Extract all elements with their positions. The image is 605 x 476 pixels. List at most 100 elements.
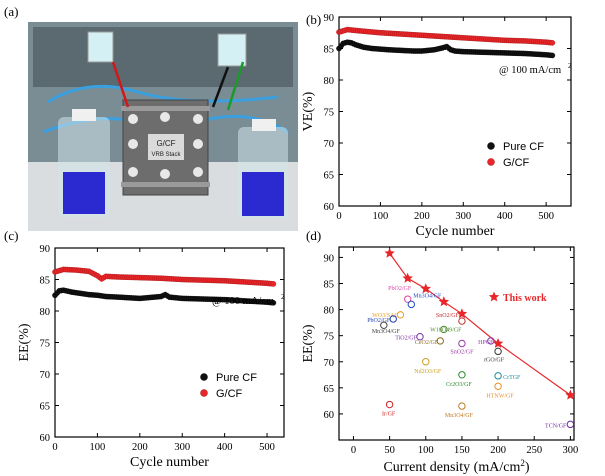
panel-label-a: (a) [4,4,18,19]
chart-b-x-tick-label: 100 [373,211,389,222]
chart-c-x-tick-label: 100 [90,442,106,453]
chart-c-legend-marker-pure-cf [200,373,208,381]
literature-point [458,317,466,325]
panel-label-b: (b) [306,12,321,27]
literature-point-label: SnO2/GF [436,313,460,319]
chart-d-y-tick-label: 85 [324,280,335,291]
chart-c-x-tick-label: 200 [132,442,148,453]
literature-point-label: Mn3O4/GF [413,293,442,299]
chart-d-plot-frame [338,246,575,441]
chart-d-x-tick-label: 100 [418,445,434,456]
chart-b-plot-frame [338,16,572,207]
literature-point-label: WO3/SAC [372,313,398,319]
chart-b-x-tick-label: 500 [538,211,554,222]
chart-d-y-tick-label: 75 [324,332,335,343]
chart-c-x-axis-label: Cycle number [130,455,209,470]
literature-point [385,400,394,409]
chart-b-x-tick-label: 200 [414,211,430,222]
this-work-legend-star [488,291,500,302]
chart-b-point-gcf [549,40,556,46]
this-work-star [402,272,413,283]
chart-b-annotation: @ 100 mA/cm [499,65,561,76]
chart-b-y-tick-label: 80 [324,76,335,87]
literature-point [494,382,502,390]
chart-d-y-axis-label: EE(%) [301,324,316,362]
photo-label-gcf: G/CF [156,139,175,148]
literature-point [487,337,495,345]
chart-ve: 0 100 200 300 400 500 60 65 70 75 80 85 90 Cycle numb… [301,13,572,239]
this-work-star [492,338,504,348]
literature-point [458,402,466,410]
chart-ee-current: 0 50 100 150 200 250 300 60 65 70 75 80 85 90 Current … [301,246,579,475]
literature-point-label: PbO2/GF [367,318,391,324]
chart-b-y-tick-label: 75 [324,108,335,119]
chart-d-y-tick-label: 65 [324,384,335,395]
this-work-legend-label: This work [503,293,547,304]
chart-b-legend-marker-gcf [487,158,495,166]
literature-point [440,325,448,334]
chart-b-y-tick-label: 90 [324,13,335,24]
chart-d-x-tick-label: 200 [490,445,506,456]
chart-d-x-tick-label: 0 [351,445,356,456]
literature-point-label: CeO2/GF [415,340,439,346]
panel-label-d: (d) [306,228,321,243]
chart-b-y-tick-label: 70 [324,139,335,150]
literature-point-label: SnO2/GF [450,350,474,356]
vrb-stack-photo: G/CF VRB Stack [28,22,298,231]
literature-point-label: HPGF [478,340,494,346]
chart-b-legend-label-gcf: G/CF [503,157,530,169]
chart-b-x-tick-label: 0 [336,211,341,222]
chart-b-legend-label-pure-cf: Pure CF [503,141,544,153]
literature-point-label: TCN/GF [545,423,567,429]
literature-point [403,295,412,303]
chart-d-y-tick-label: 60 [324,410,335,421]
chart-c-y-tick-label: 60 [40,433,51,444]
this-work-star [565,389,576,400]
chart-d-x-tick-label: 50 [384,445,395,456]
chart-c-y-axis-label: EE(%) [17,323,32,361]
chart-c-y-tick-label: 80 [40,307,51,318]
literature-point-label: PbO2/GF [388,286,412,292]
panel-label-c: (c) [4,228,18,243]
chart-c-y-tick-label: 85 [40,276,51,287]
chart-b-x-tick-label: 300 [455,211,471,222]
literature-point-label: HTNW/GF [486,393,514,399]
chart-d-x-tick-label: 250 [526,445,542,456]
literature-point [458,339,466,348]
chart-d-y-tick-label: 80 [324,306,335,317]
chart-b-y-axis-label: VE(%) [301,91,316,131]
chart-d-x-tick-label: 300 [563,445,579,456]
literature-point [416,333,424,341]
chart-b-x-tick-label: 400 [497,211,513,222]
chart-b-y-tick-label: 60 [324,202,335,213]
literature-point-label: W18O49/GF [430,327,462,333]
chart-c-y-tick-label: 65 [40,402,51,413]
literature-point-label: Cr2O3/GF [446,382,472,388]
literature-point [436,337,444,345]
literature-point-label: rGO/GF [484,357,505,363]
literature-point [566,420,575,429]
literature-point [494,372,502,380]
chart-c-x-tick-label: 300 [174,442,190,453]
literature-point-label: Ir/GF [382,412,396,418]
chart-c-x-tick-label: 500 [259,442,275,453]
photo-label-stack: VRB Stack [151,152,181,158]
this-work-star [420,283,431,294]
literature-point-label: Mn3O4/GF [372,329,401,335]
chart-b-point-pure-cf [549,52,556,59]
literature-point-label: CrTGF [503,375,521,381]
chart-b-y-tick-label: 65 [324,171,335,182]
chart-b-legend-marker-pure-cf [487,142,495,150]
literature-point-label: Nd2O3/GF [414,369,442,375]
chart-c-y-tick-label: 75 [40,339,51,350]
chart-c-annotation: @ 100 mA/cm [212,296,274,307]
chart-c-y-tick-label: 90 [40,244,51,255]
chart-c-legend-marker-gcf [200,389,208,397]
chart-c-point-pure-cf [270,300,277,306]
literature-point [407,300,416,309]
chart-d-y-tick-label: 70 [324,358,335,369]
chart-b-x-axis-label: Cycle number [416,224,495,239]
literature-point-label: Mn3O4/GF [445,413,474,419]
chart-c-y-tick-label: 70 [40,370,51,381]
